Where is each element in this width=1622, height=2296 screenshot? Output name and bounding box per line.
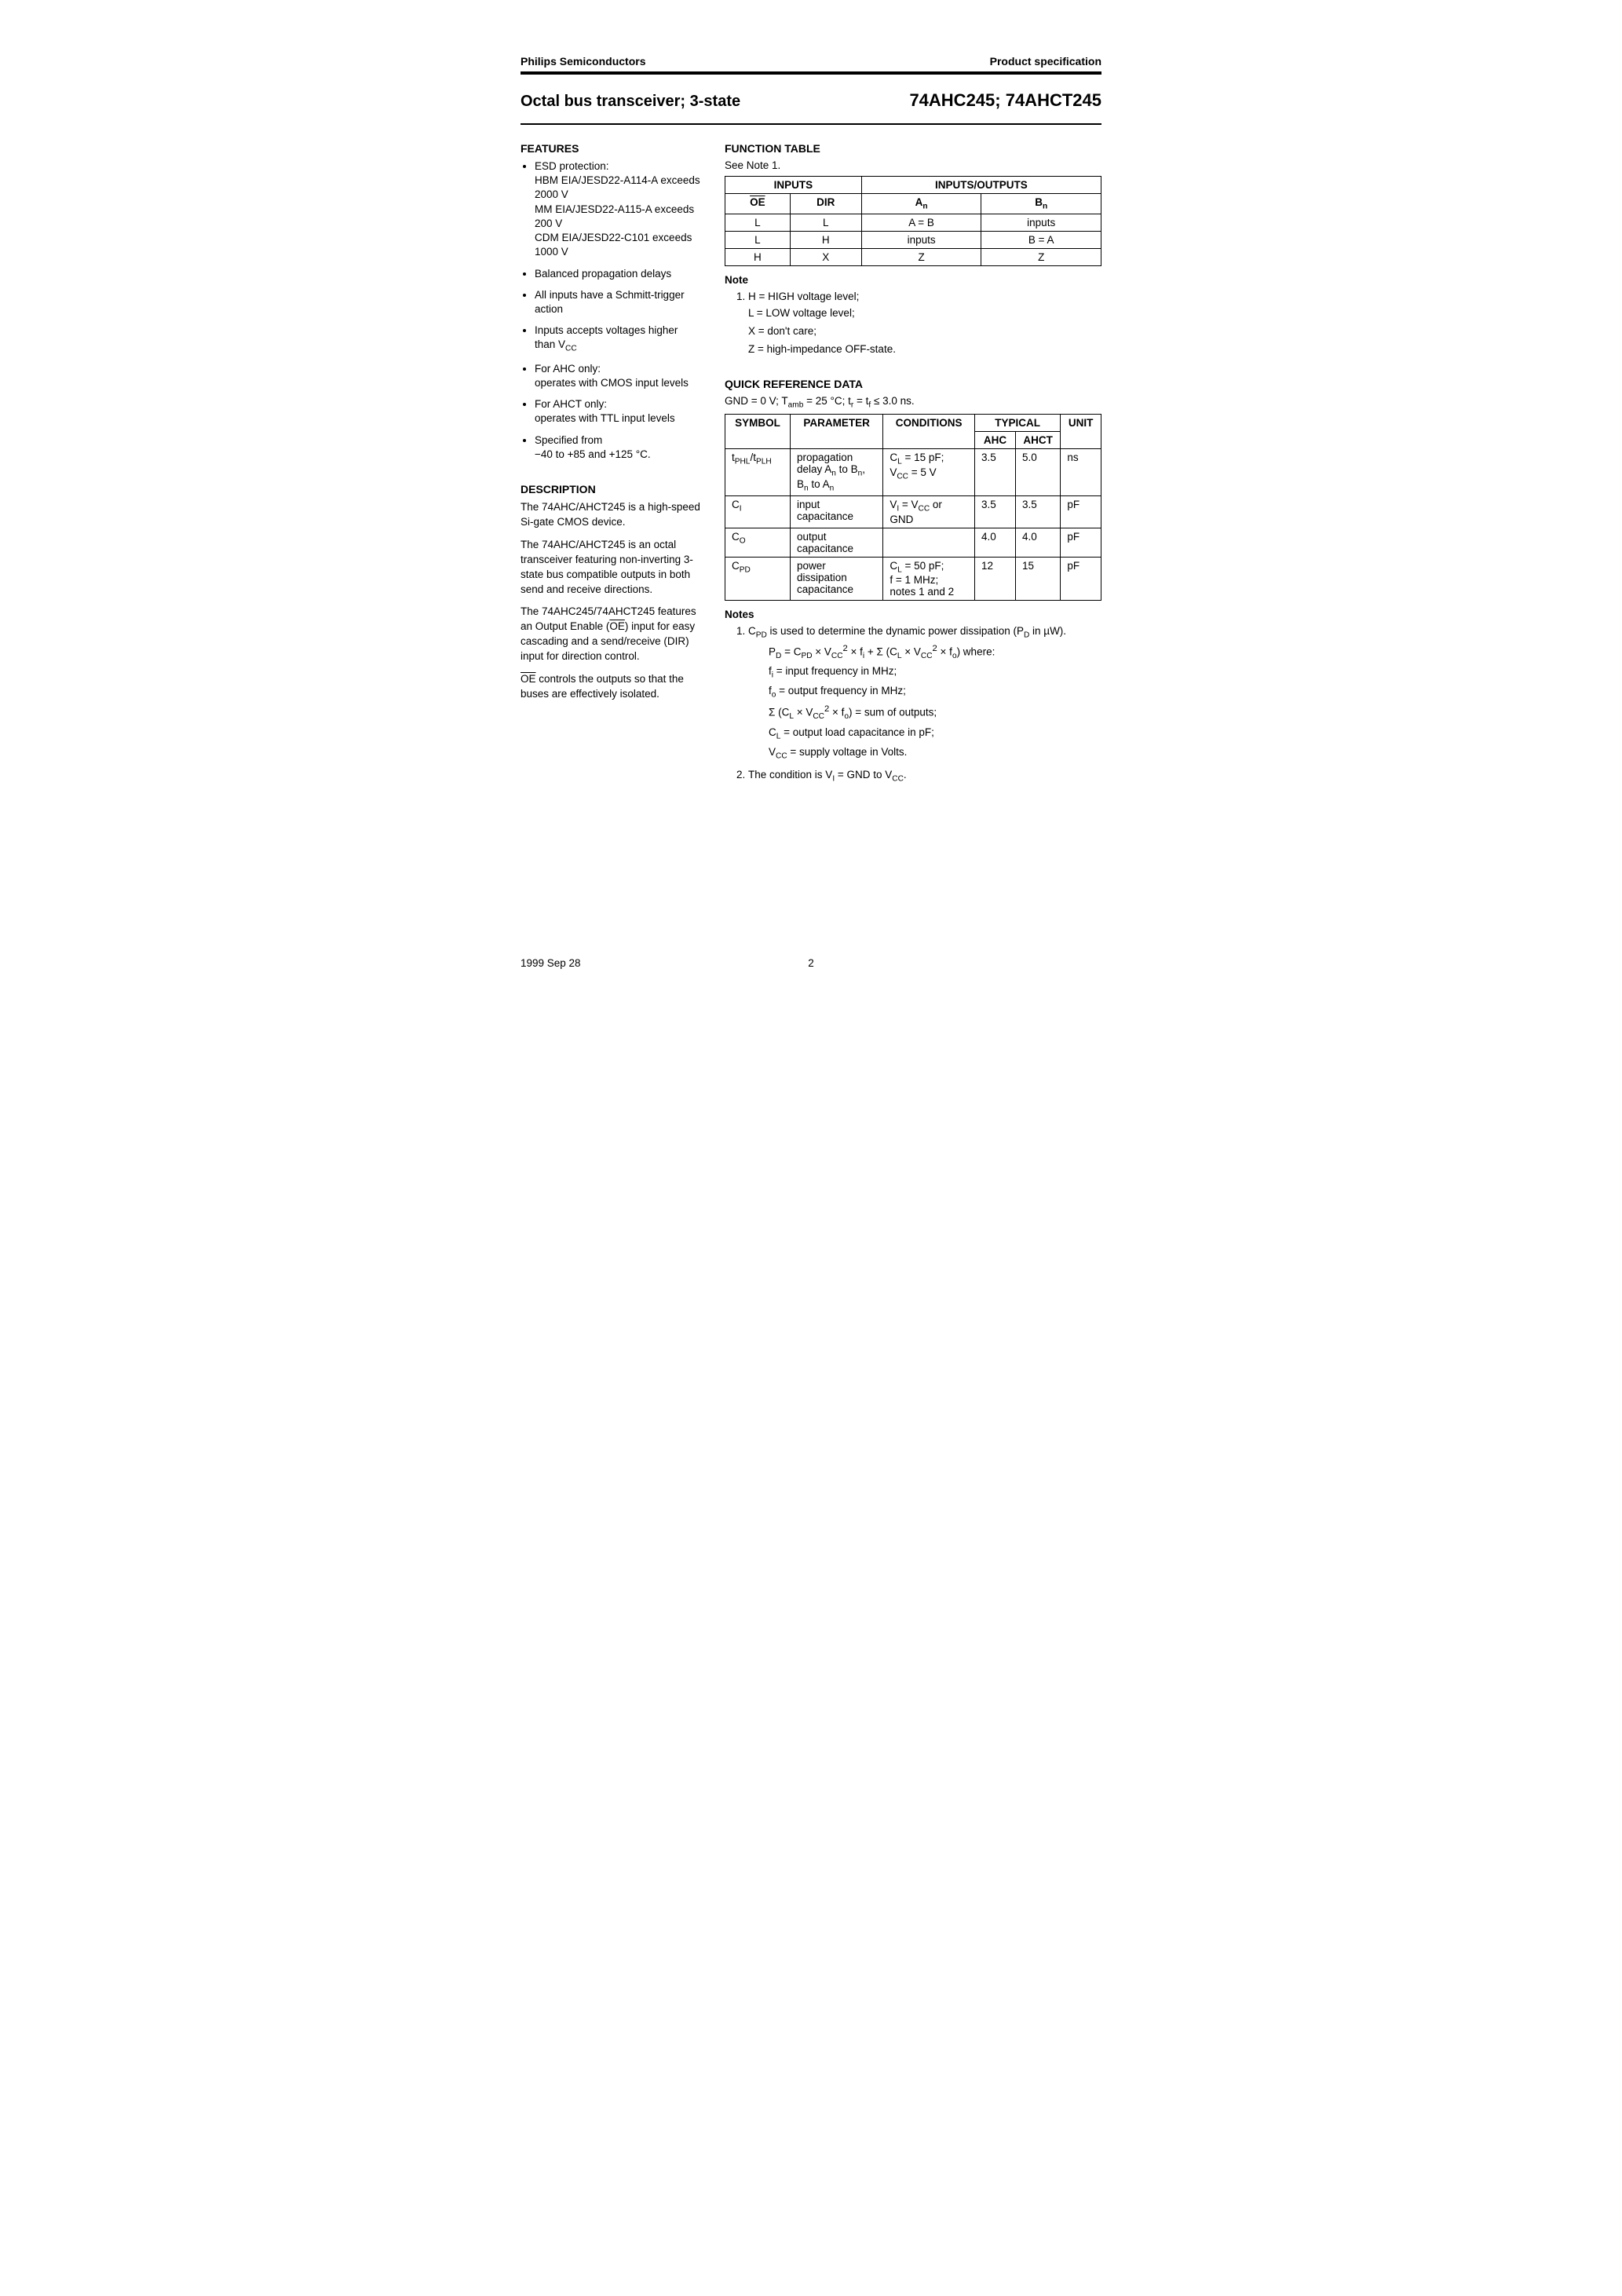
function-table: INPUTS INPUTS/OUTPUTS OE DIR An Bn LLA =…: [725, 176, 1101, 266]
table-header: SYMBOL: [725, 415, 791, 449]
description-para: The 74AHC/AHCT245 is a high-speed Si-gat…: [521, 500, 701, 530]
features-list: ESD protection:HBM EIA/JESD22-A114-A exc…: [521, 159, 701, 462]
footer-date: 1999 Sep 28: [521, 957, 581, 969]
table-header: INPUTS/OUTPUTS: [861, 177, 1101, 194]
table-header: INPUTS: [725, 177, 862, 194]
table-row: LHinputsB = A: [725, 231, 1101, 248]
qrd-conditions: GND = 0 V; Tamb = 25 °C; tr = tf ≤ 3.0 n…: [725, 395, 1101, 410]
description-para: The 74AHC245/74AHCT245 features an Outpu…: [521, 605, 701, 664]
footer-page: 2: [808, 957, 814, 969]
function-table-notes: H = HIGH voltage level; L = LOW voltage …: [725, 289, 1101, 359]
see-note: See Note 1.: [725, 159, 1101, 171]
feature-item: Specified from−40 to +85 and +125 °C.: [535, 433, 701, 462]
divider: [521, 71, 1101, 75]
table-header: TYPICAL: [974, 415, 1060, 432]
table-row: tPHL/tPLH propagation delay An to Bn, Bn…: [725, 449, 1101, 495]
table-header: AHC: [974, 432, 1015, 449]
feature-item: ESD protection:HBM EIA/JESD22-A114-A exc…: [535, 159, 701, 260]
table-header: DIR: [790, 194, 861, 214]
table-row: CO outputcapacitance 4.0 4.0 pF: [725, 528, 1101, 557]
feature-item: Balanced propagation delays: [535, 267, 701, 281]
doc-type: Product specification: [990, 55, 1101, 68]
qrd-heading: QUICK REFERENCE DATA: [725, 378, 1101, 390]
qrd-notes: CPD is used to determine the dynamic pow…: [725, 623, 1101, 785]
table-header: An: [861, 194, 981, 214]
company-name: Philips Semiconductors: [521, 55, 645, 68]
table-header: CONDITIONS: [883, 415, 975, 449]
table-header: PARAMETER: [790, 415, 882, 449]
table-header: AHCT: [1016, 432, 1061, 449]
table-header: OE: [725, 194, 791, 214]
divider: [521, 123, 1101, 125]
feature-item: Inputs accepts voltages higher than VCC: [535, 324, 701, 355]
notes-heading: Notes: [725, 609, 1101, 620]
features-heading: FEATURES: [521, 142, 701, 155]
note-item: The condition is VI = GND to VCC.: [748, 767, 1101, 785]
page-title-left: Octal bus transceiver; 3-state: [521, 93, 740, 111]
feature-item: For AHC only:operates with CMOS input le…: [535, 362, 701, 390]
table-header: UNIT: [1061, 415, 1101, 449]
table-row: HXZZ: [725, 248, 1101, 265]
table-header: Bn: [981, 194, 1101, 214]
feature-item: For AHCT only:operates with TTL input le…: [535, 397, 701, 426]
description-para: The 74AHC/AHCT245 is an octal transceive…: [521, 538, 701, 598]
function-table-heading: FUNCTION TABLE: [725, 142, 1101, 155]
qrd-table: SYMBOL PARAMETER CONDITIONS TYPICAL UNIT…: [725, 414, 1101, 601]
note-item: CPD is used to determine the dynamic pow…: [748, 623, 1101, 762]
page-title-right: 74AHC245; 74AHCT245: [909, 90, 1101, 111]
table-row: CPD power dissipation capacitance CL = 5…: [725, 557, 1101, 601]
note-heading: Note: [725, 274, 1101, 286]
description-heading: DESCRIPTION: [521, 483, 701, 495]
feature-item: All inputs have a Schmitt-trigger action: [535, 288, 701, 316]
note-item: H = HIGH voltage level; L = LOW voltage …: [748, 289, 1101, 359]
table-row: LLA = Binputs: [725, 214, 1101, 231]
description-para: OE controls the outputs so that the buse…: [521, 672, 701, 702]
table-row: CI input capacitance VI = VCC or GND 3.5…: [725, 495, 1101, 528]
